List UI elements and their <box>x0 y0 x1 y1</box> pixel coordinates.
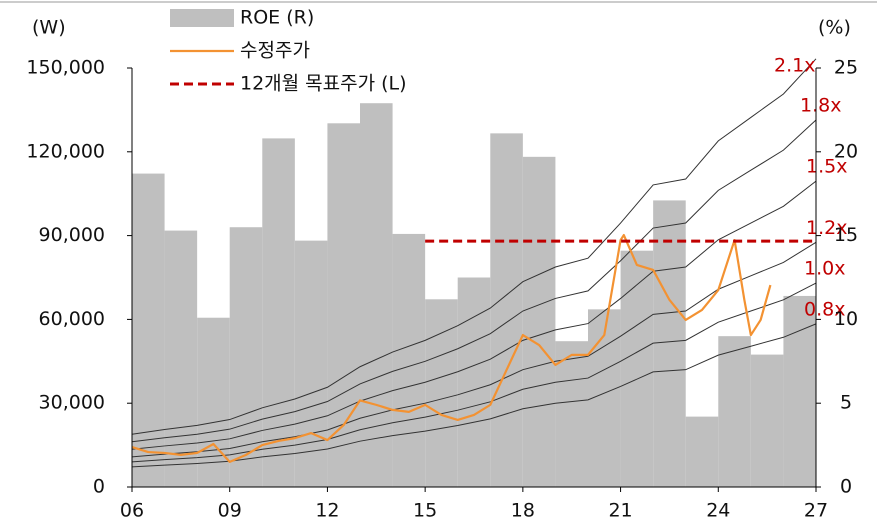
roe-bar <box>132 173 165 487</box>
x-tick-label: 27 <box>804 500 828 522</box>
band-label: 0.8x <box>804 298 845 320</box>
roe-bar <box>327 123 360 488</box>
y2-tick-label: 20 <box>834 140 858 162</box>
y2-unit: (%) <box>818 17 851 39</box>
roe-bar <box>164 230 198 487</box>
roe-bar <box>457 277 491 487</box>
x-tick-label: 12 <box>315 500 339 522</box>
y2-tick-label: 0 <box>840 476 852 498</box>
x-tick-label: 09 <box>218 500 242 522</box>
y-tick-label: 30,000 <box>39 392 105 414</box>
roe-bar <box>620 250 654 487</box>
y2-tick-label: 10 <box>834 308 858 330</box>
roe-bar <box>685 416 719 487</box>
legend: ROE (R) 수정주가 12개월 목표주가 (L) <box>170 7 407 95</box>
band-line <box>131 180 817 450</box>
x-tick-label: 15 <box>413 500 437 522</box>
band-line <box>131 58 817 435</box>
roe-bar <box>294 240 328 487</box>
roe-bar <box>750 354 784 487</box>
y-tick-label: 90,000 <box>39 224 105 246</box>
roe-bar <box>522 156 556 487</box>
roe-bar <box>653 200 686 488</box>
roe-bar <box>262 138 295 487</box>
roe-bar <box>360 103 393 488</box>
y2-tick-label: 25 <box>834 57 858 79</box>
plot: 2.1x1.8x1.5x1.2x1.0x0.8x <box>131 55 847 488</box>
roe-bar <box>555 341 588 487</box>
x-tick-label: 24 <box>706 500 730 522</box>
y-unit: (W) <box>32 17 66 39</box>
legend-label: 수정주가 <box>240 40 310 62</box>
x-tick-label: 06 <box>120 500 144 522</box>
y2-tick-label: 5 <box>840 392 852 414</box>
y-tick-label: 60,000 <box>39 308 105 330</box>
band-label: 1.0x <box>804 258 845 280</box>
roe-bar <box>783 295 816 487</box>
roe-bar <box>425 299 458 487</box>
band-line <box>131 241 817 458</box>
roe-bar <box>197 317 230 487</box>
y-tick-label: 0 <box>93 476 105 498</box>
x-tick-label: 18 <box>511 500 535 522</box>
y2-tick-label: 15 <box>834 224 858 246</box>
legend-label: ROE (R) <box>240 7 314 29</box>
roe-bar <box>718 336 751 487</box>
band-label: 1.8x <box>800 94 841 116</box>
price-line <box>131 233 772 463</box>
band-label: 2.1x <box>774 55 815 77</box>
roe-bar <box>229 227 263 487</box>
roe-bar <box>490 133 523 487</box>
band-line <box>131 323 817 468</box>
band-line <box>131 119 817 443</box>
legend-swatch <box>170 9 234 27</box>
band-line <box>131 282 817 463</box>
x-tick-label: 21 <box>608 500 632 522</box>
roe-bar <box>392 233 426 487</box>
y-tick-label: 150,000 <box>26 57 105 79</box>
legend-label: 12개월 목표주가 (L) <box>240 73 407 95</box>
y-tick-label: 120,000 <box>26 140 105 162</box>
